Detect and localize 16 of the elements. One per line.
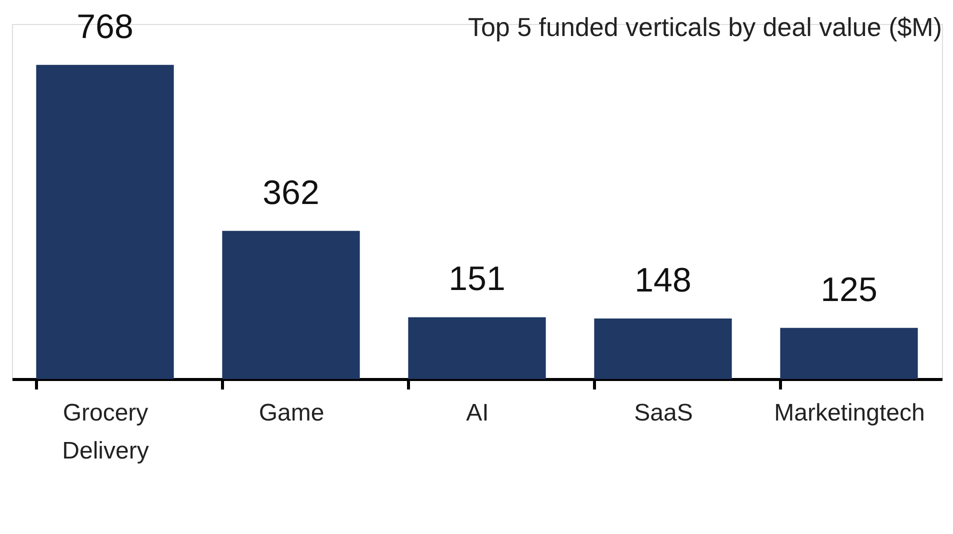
bar — [222, 230, 360, 379]
bar — [594, 318, 732, 379]
bar — [780, 328, 918, 379]
x-tick-label: SaaS — [634, 400, 693, 426]
data-label: 148 — [634, 261, 692, 300]
data-label: 125 — [820, 270, 878, 309]
data-label: 768 — [76, 8, 134, 46]
x-tick-label: Game — [258, 400, 324, 426]
x-tick-label: Grocery Delivery — [62, 400, 149, 464]
x-tick-label: AI — [466, 400, 489, 426]
chart-title: Top 5 funded verticals by deal value ($M) — [468, 12, 942, 42]
bar — [36, 64, 174, 379]
data-label: 151 — [448, 260, 506, 298]
data-label: 362 — [262, 174, 320, 212]
x-tick-label: Marketingtech — [774, 400, 925, 426]
bar — [408, 317, 546, 379]
